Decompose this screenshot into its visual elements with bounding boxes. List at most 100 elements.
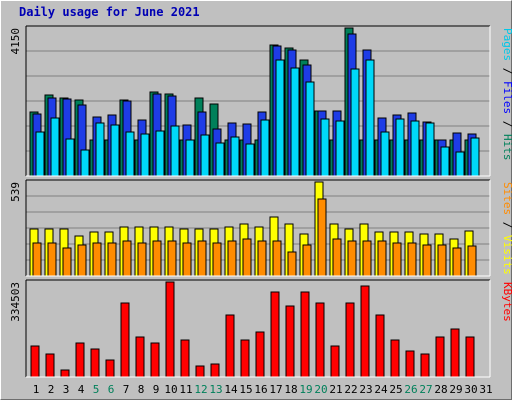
bar-kbytes-day-15 xyxy=(240,339,250,378)
bar-sites-day-17 xyxy=(272,240,282,277)
bar-kbytes-day-22 xyxy=(345,302,355,378)
bar-pages-day-9 xyxy=(155,130,165,177)
bar-sites-day-29 xyxy=(452,247,462,277)
bar-sites-day-1 xyxy=(32,242,42,277)
bar-kbytes-day-28 xyxy=(435,336,445,378)
bar-kbytes-day-8 xyxy=(135,336,145,378)
bar-sites-day-30 xyxy=(467,245,477,277)
bar-kbytes-day-17 xyxy=(270,291,280,378)
bar-pages-day-8 xyxy=(140,133,150,177)
x-tick-label-day-12: 12 xyxy=(194,383,207,396)
bar-pages-day-23 xyxy=(365,59,375,177)
legend-text: / xyxy=(501,215,512,235)
legend-text: KBytes xyxy=(501,282,512,322)
x-tick-label-day-21: 21 xyxy=(329,383,342,396)
bar-kbytes-day-7 xyxy=(120,302,130,378)
bar-kbytes-day-9 xyxy=(150,342,160,378)
legend-text: Files xyxy=(501,81,512,114)
x-tick-label-day-17: 17 xyxy=(269,383,282,396)
bar-sites-day-24 xyxy=(377,240,387,277)
x-tick-label-day-25: 25 xyxy=(389,383,402,396)
x-tick-label-day-31: 31 xyxy=(479,383,492,396)
bar-sites-day-27 xyxy=(422,244,432,277)
series-legend-label: Sites / Visits xyxy=(501,182,512,275)
bar-kbytes-day-20 xyxy=(315,302,325,378)
x-tick-label-day-11: 11 xyxy=(179,383,192,396)
bar-sites-day-20 xyxy=(317,198,327,277)
bar-sites-day-7 xyxy=(122,240,132,277)
bar-kbytes-day-23 xyxy=(360,285,370,378)
bar-pages-day-25 xyxy=(395,118,405,177)
x-tick-label-day-3: 3 xyxy=(63,383,70,396)
bar-kbytes-day-24 xyxy=(375,314,385,378)
bar-sites-day-3 xyxy=(62,247,72,277)
bar-sites-day-22 xyxy=(347,240,357,277)
legend-text: Hits xyxy=(501,134,512,161)
bar-kbytes-day-13 xyxy=(210,363,220,378)
bar-pages-day-28 xyxy=(440,146,450,177)
bar-pages-day-12 xyxy=(200,134,210,177)
bar-kbytes-day-29 xyxy=(450,328,460,378)
bar-pages-day-4 xyxy=(80,149,90,177)
bar-sites-day-16 xyxy=(257,240,267,277)
y-max-label: 539 xyxy=(9,182,22,202)
bar-kbytes-day-16 xyxy=(255,331,265,378)
bar-pages-day-17 xyxy=(275,59,285,177)
bar-kbytes-day-21 xyxy=(330,345,340,378)
x-tick-label-day-27: 27 xyxy=(419,383,432,396)
bar-pages-day-7 xyxy=(125,131,135,177)
x-tick-label-day-4: 4 xyxy=(78,383,85,396)
bar-sites-day-13 xyxy=(212,242,222,277)
series-legend-label: KBytes xyxy=(501,282,512,322)
bar-sites-day-5 xyxy=(92,242,102,277)
bar-pages-day-19 xyxy=(305,81,315,177)
bar-sites-day-10 xyxy=(167,240,177,277)
bar-kbytes-day-10 xyxy=(165,281,175,378)
bar-kbytes-day-30 xyxy=(465,336,475,378)
x-tick-label-day-22: 22 xyxy=(344,383,357,396)
bar-pages-day-11 xyxy=(185,139,195,177)
bar-kbytes-day-19 xyxy=(300,291,310,378)
bar-pages-day-26 xyxy=(410,120,420,177)
x-tick-label-day-23: 23 xyxy=(359,383,372,396)
x-tick-label-day-5: 5 xyxy=(93,383,100,396)
x-tick-label-day-14: 14 xyxy=(224,383,238,396)
bar-pages-day-1 xyxy=(35,131,45,177)
bar-kbytes-day-26 xyxy=(405,350,415,378)
bar-pages-day-3 xyxy=(65,138,75,177)
bar-sites-day-23 xyxy=(362,240,372,277)
bar-kbytes-day-18 xyxy=(285,305,295,378)
bar-sites-day-26 xyxy=(407,242,417,277)
bar-pages-day-21 xyxy=(335,120,345,177)
bar-sites-day-8 xyxy=(137,242,147,277)
x-tick-label-day-10: 10 xyxy=(164,383,177,396)
x-tick-label-day-20: 20 xyxy=(314,383,327,396)
x-tick-label-day-18: 18 xyxy=(284,383,297,396)
bar-pages-day-24 xyxy=(380,131,390,177)
bar-sites-day-11 xyxy=(182,242,192,277)
bar-kbytes-day-5 xyxy=(90,348,100,378)
bar-kbytes-day-4 xyxy=(75,342,85,378)
series-legend-label: Pages / Files / Hits xyxy=(501,28,512,161)
bar-sites-day-2 xyxy=(47,242,57,277)
bar-sites-day-19 xyxy=(302,244,312,277)
bar-sites-day-18 xyxy=(287,251,297,277)
bar-pages-day-27 xyxy=(425,122,435,177)
x-tick-label-day-9: 9 xyxy=(153,383,160,396)
x-tick-label-day-7: 7 xyxy=(123,383,130,396)
bar-kbytes-day-25 xyxy=(390,339,400,378)
bar-sites-day-21 xyxy=(332,238,342,277)
legend-text: / xyxy=(501,114,512,134)
bar-kbytes-day-2 xyxy=(45,353,55,378)
x-tick-label-day-15: 15 xyxy=(239,383,252,396)
x-tick-label-day-1: 1 xyxy=(33,383,40,396)
bar-pages-day-20 xyxy=(320,118,330,177)
bar-kbytes-day-11 xyxy=(180,339,190,378)
bar-pages-day-10 xyxy=(170,125,180,177)
bar-kbytes-day-27 xyxy=(420,353,430,378)
bar-pages-day-18 xyxy=(290,67,300,177)
bar-kbytes-day-6 xyxy=(105,359,115,378)
bar-pages-day-2 xyxy=(50,117,60,177)
bar-pages-day-6 xyxy=(110,124,120,177)
legend-text: Pages xyxy=(501,28,512,61)
